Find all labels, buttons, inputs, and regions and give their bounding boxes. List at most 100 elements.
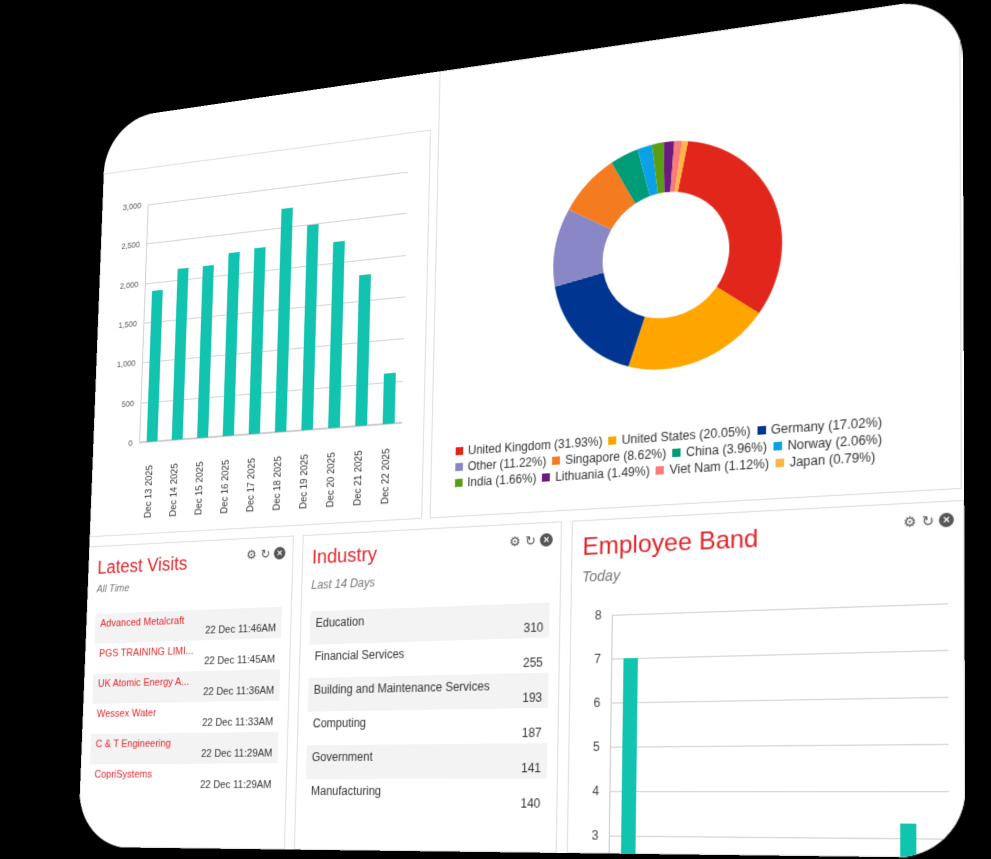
y-tick-label: 5 — [592, 739, 600, 755]
panel-title: Latest Visits — [97, 553, 188, 579]
list-item[interactable]: Advanced Metalcraft 22 Dec 11:46AM — [94, 606, 283, 644]
dashboard-card: 0 500 1,000 1,500 2,000 2,500 3,000 Dec 13 2025… — [77, 0, 966, 859]
company-link[interactable]: Advanced Metalcraft — [100, 615, 185, 630]
x-tick-label: Dec 17 2025 — [246, 457, 258, 513]
industry-count: 187 — [521, 725, 542, 741]
table-row[interactable]: Building and Maintenance Services 193 — [307, 672, 549, 712]
list-item[interactable]: CopriSystems 22 Dec 11:29AM — [89, 763, 278, 795]
table-row[interactable]: Manufacturing 140 — [305, 778, 547, 814]
bar[interactable] — [196, 264, 214, 439]
bar[interactable] — [354, 274, 371, 427]
visit-time: 22 Dec 11:36AM — [202, 684, 275, 698]
legend-swatch — [756, 425, 766, 435]
bar[interactable] — [900, 824, 917, 859]
panel-subtitle: All Time — [96, 582, 130, 596]
close-icon[interactable]: ✕ — [539, 532, 553, 547]
list-item[interactable]: UK Atomic Energy A... 22 Dec 11:36AM — [92, 669, 281, 704]
legend-swatch — [454, 478, 463, 487]
daily-visits-bar-chart: 0 500 1,000 1,500 2,000 2,500 3,000 Dec 13 2025… — [117, 171, 408, 518]
industry-name: Computing — [312, 715, 367, 731]
refresh-icon[interactable]: ↻ — [260, 546, 271, 562]
refresh-icon[interactable]: ↻ — [525, 532, 537, 549]
bar[interactable] — [274, 207, 293, 433]
company-link[interactable]: C & T Engineering — [95, 737, 172, 751]
gear-icon[interactable]: ⚙ — [509, 533, 521, 550]
legend-swatch — [552, 456, 561, 465]
refresh-icon[interactable]: ↻ — [921, 512, 935, 530]
visit-time: 22 Dec 11:29AM — [200, 747, 273, 760]
donut-slice-germany[interactable] — [553, 268, 646, 373]
grid-line — [611, 649, 949, 660]
visit-time: 22 Dec 11:45AM — [203, 653, 276, 668]
x-tick-label: Dec 13 2025 — [143, 464, 155, 519]
bar[interactable] — [248, 247, 266, 435]
legend-label: India (1.66%) — [467, 471, 537, 490]
industry-name: Financial Services — [314, 646, 405, 664]
daily-visits-chart-panel: 0 500 1,000 1,500 2,000 2,500 3,000 Dec 13 2025… — [89, 129, 431, 538]
table-row[interactable]: Government 141 — [305, 743, 548, 780]
grid-line — [609, 791, 949, 793]
gear-icon[interactable]: ⚙ — [903, 513, 917, 531]
employee-band-bar-chart: 8 7 6 5 4 3 — [592, 603, 949, 859]
bar[interactable] — [619, 657, 638, 859]
company-link[interactable]: UK Atomic Energy A... — [97, 676, 190, 690]
company-link[interactable]: CopriSystems — [94, 768, 153, 781]
industry-name: Education — [315, 614, 365, 630]
x-tick-label: Dec 15 2025 — [194, 461, 206, 516]
legend-swatch — [672, 448, 681, 458]
company-link[interactable]: Wessex Water — [96, 707, 157, 720]
panel-title: Industry — [311, 543, 378, 569]
industry-name: Building and Maintenance Services — [313, 679, 490, 697]
industry-count: 255 — [522, 655, 543, 671]
bar[interactable] — [222, 252, 240, 437]
close-icon[interactable]: ✕ — [273, 546, 286, 560]
x-tick-label: Dec 14 2025 — [169, 463, 181, 517]
company-link[interactable]: PGS TRAINING LIMI... — [98, 645, 194, 660]
y-tick-label: 7 — [594, 651, 602, 667]
legend-swatch — [608, 436, 617, 445]
y-tick-label: 2,500 — [121, 240, 140, 252]
bar[interactable] — [171, 267, 189, 441]
industry-name: Manufacturing — [310, 783, 382, 799]
country-legend: United Kingdom (31.93%) United States (20… — [454, 409, 946, 491]
gear-icon[interactable]: ⚙ — [246, 547, 257, 563]
list-item[interactable]: Wessex Water 22 Dec 11:33AM — [91, 700, 279, 734]
industry-count: 193 — [522, 690, 543, 706]
legend-swatch — [455, 462, 463, 472]
panel-tools: ⚙ ↻ ✕ — [246, 546, 286, 563]
legend-swatch — [775, 458, 785, 468]
industry-count: 140 — [520, 796, 541, 811]
x-tick-label: Dec 19 2025 — [299, 453, 311, 510]
y-tick-label: 4 — [592, 783, 600, 799]
industry-list: Education 310 Financial Services 255 Buildin… — [305, 602, 550, 814]
y-tick-label: 1,500 — [118, 318, 138, 330]
y-tick-label: 0 — [128, 438, 133, 448]
x-tick-label: Dec 22 2025 — [380, 448, 393, 505]
donut-slice-united-kingdom[interactable] — [676, 129, 783, 321]
bar[interactable] — [382, 372, 396, 425]
y-tick-label: 3 — [591, 827, 599, 843]
table-row[interactable]: Computing 187 — [307, 708, 548, 746]
x-tick-label: Dec 18 2025 — [272, 455, 284, 511]
donut-slice-other[interactable] — [552, 204, 612, 287]
close-icon[interactable]: ✕ — [938, 512, 954, 528]
list-item[interactable]: C & T Engineering 22 Dec 11:29AM — [89, 731, 279, 765]
table-row[interactable]: Financial Services 255 — [309, 638, 549, 679]
grid-line — [146, 213, 408, 245]
y-tick-label: 2,000 — [119, 279, 139, 291]
y-tick-label: 3,000 — [122, 200, 142, 213]
donut-slice-singapore[interactable] — [568, 159, 636, 235]
bar[interactable] — [300, 224, 319, 431]
bar[interactable] — [146, 290, 163, 443]
panel-tools: ⚙ ↻ ✕ — [508, 532, 553, 550]
y-tick-label: 1,000 — [116, 358, 136, 370]
x-tick-label: Dec 20 2025 — [325, 452, 338, 508]
panel-tools: ⚙ ↻ ✕ — [902, 512, 954, 531]
list-item[interactable]: PGS TRAINING LIMI... 22 Dec 11:45AM — [93, 638, 281, 674]
legend-swatch — [655, 465, 665, 475]
grid-line — [147, 171, 408, 206]
industry-name: Government — [311, 749, 373, 765]
bar[interactable] — [327, 240, 345, 429]
y-axis — [608, 614, 613, 859]
